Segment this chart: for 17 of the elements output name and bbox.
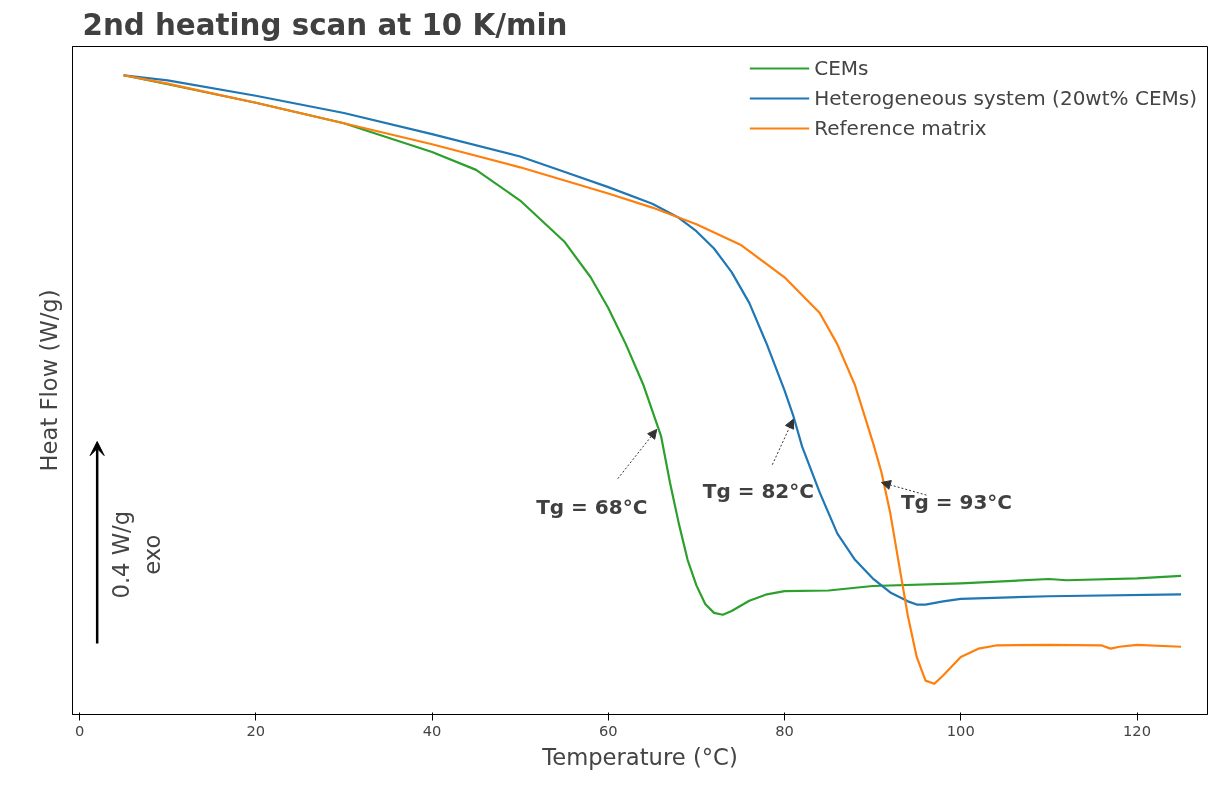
y-axis-title: Heat Flow (W/g) — [35, 289, 62, 472]
annotation: Tg = 93°C — [900, 490, 1013, 515]
x-tick-label: 40 — [422, 721, 442, 739]
x-tick-label: 80 — [775, 721, 794, 739]
x-tick-label: 0 — [74, 721, 85, 739]
x-axis-title: Temperature (°C) — [541, 743, 738, 770]
x-tick-label: 120 — [1123, 721, 1151, 739]
legend-label: Reference matrix — [814, 116, 987, 140]
annotation: Tg = 68°C — [536, 495, 648, 520]
annotation: Tg = 82°C — [702, 479, 814, 504]
legend-label: Heterogeneous system (20wt% CEMs) — [814, 86, 1197, 110]
x-tick-label: 60 — [598, 721, 618, 739]
x-tick-label: 100 — [946, 721, 975, 739]
chart-title: 2nd heating scan at 10 K/min — [82, 7, 568, 42]
annotation: 0.4 W/g exo — [108, 510, 166, 599]
x-tick-label: 20 — [246, 721, 266, 739]
legend-label: CEMs — [814, 56, 869, 80]
